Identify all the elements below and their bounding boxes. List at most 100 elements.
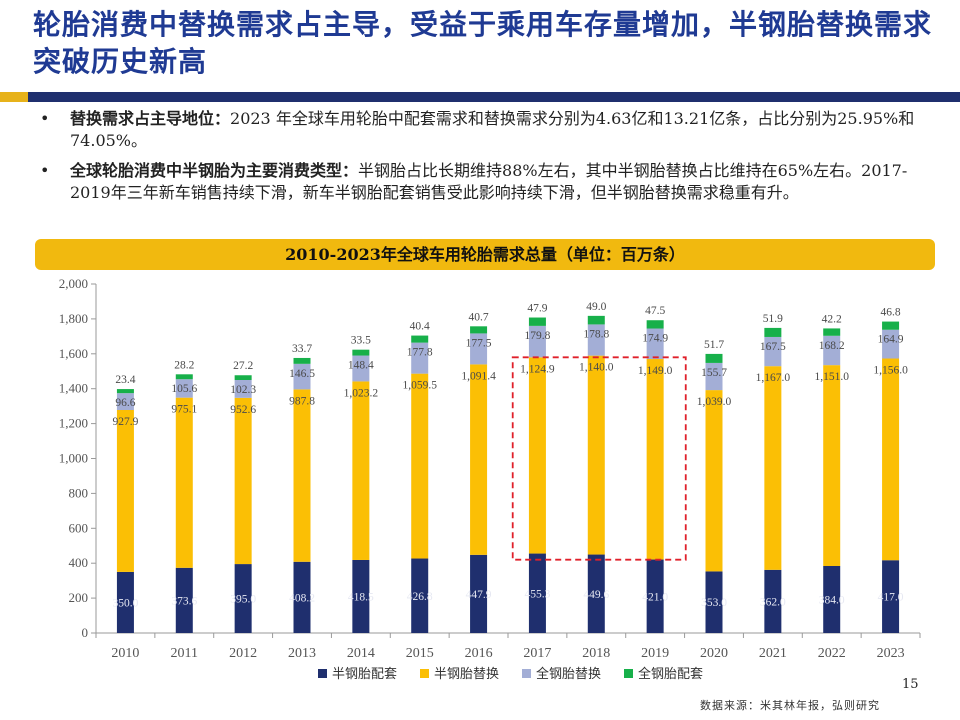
bar-segment [116, 571, 134, 633]
data-label: 426.8 [407, 591, 433, 603]
data-label: 27.2 [233, 360, 253, 372]
bar-segment [116, 389, 134, 394]
x-tick-label: 2014 [347, 646, 375, 661]
y-tick-label: 800 [69, 485, 89, 500]
data-label: 49.0 [586, 301, 606, 313]
bar-segment [764, 327, 782, 337]
bar-segment [764, 569, 782, 633]
bar-segment [411, 373, 429, 559]
data-label: 33.7 [292, 343, 312, 355]
bar-segment [293, 363, 311, 390]
data-label: 146.5 [289, 368, 315, 380]
legend-swatch [624, 669, 633, 678]
data-label: 179.8 [524, 330, 550, 342]
bar-segment [646, 320, 664, 329]
data-label: 1,151.0 [814, 371, 849, 383]
bar-segment [175, 379, 193, 398]
bar-segment [823, 328, 841, 336]
legend-label: 全钢胎配套 [638, 666, 703, 682]
legend-label: 半钢胎替换 [434, 667, 499, 682]
bar-segment [764, 336, 782, 367]
bar-segment [587, 324, 605, 356]
y-tick-label: 400 [69, 555, 89, 570]
data-label: 353.0 [701, 597, 727, 609]
bar-segment [528, 325, 546, 358]
data-label: 1,140.0 [579, 362, 614, 374]
data-label: 164.9 [878, 334, 904, 346]
y-tick-label: 1,000 [59, 451, 88, 466]
bar-segment [705, 390, 723, 572]
bar-segment [470, 554, 488, 633]
bullet-heading: 替换需求占主导地位： [70, 109, 231, 128]
data-label: 46.8 [881, 307, 901, 319]
bar-segment [234, 564, 252, 633]
bar-segment [705, 353, 723, 363]
data-label: 447.9 [466, 589, 492, 601]
bar-segment [764, 366, 782, 570]
bar-segment [411, 335, 429, 343]
data-label: 421.0 [642, 591, 668, 603]
bar-segment [646, 359, 664, 560]
bar-segment [175, 567, 193, 633]
bar-segment [352, 355, 370, 382]
y-tick-label: 600 [69, 520, 89, 535]
x-tick-label: 2022 [818, 646, 846, 661]
y-tick-label: 1,800 [59, 311, 88, 326]
bar-segment [470, 364, 488, 555]
data-label: 449.6 [583, 589, 609, 601]
x-tick-label: 2019 [641, 646, 669, 661]
data-label: 1,039.0 [697, 396, 732, 408]
data-label: 96.6 [115, 397, 135, 409]
bar-segment [705, 362, 723, 391]
legend-swatch [420, 669, 429, 678]
bar-segment [705, 571, 723, 633]
bar-segment [352, 559, 370, 633]
bar-segment [234, 375, 252, 380]
bar-segment [293, 561, 311, 633]
data-label: 975.1 [171, 404, 197, 416]
bullet-item: • 替换需求占主导地位：2023 年全球车用轮胎中配套需求和替换需求分别为4.6… [40, 108, 940, 152]
bar-segment [352, 349, 370, 356]
bar-segment [116, 393, 134, 411]
x-tick-label: 2015 [406, 646, 434, 661]
data-label: 167.5 [760, 341, 786, 353]
data-label: 102.3 [230, 384, 256, 396]
bar-segment [587, 554, 605, 633]
data-label: 362.0 [760, 596, 786, 608]
x-tick-label: 2023 [877, 646, 905, 661]
bullet-list: • 替换需求占主导地位：2023 年全球车用轮胎中配套需求和替换需求分别为4.6… [40, 108, 940, 212]
bar-segment [470, 333, 488, 365]
bar-segment [175, 397, 193, 568]
bar-segment [411, 342, 429, 374]
bullet-item: • 全球轮胎消费中半钢胎为主要消费类型：半钢胎占比长期维持88%左右，其中半钢胎… [40, 160, 940, 204]
bar-segment [293, 389, 311, 562]
data-label: 47.9 [527, 303, 547, 315]
data-label: 177.5 [466, 337, 492, 349]
data-label: 174.9 [642, 333, 668, 345]
bar-segment [882, 560, 900, 633]
data-label: 51.7 [704, 339, 724, 351]
data-label: 40.7 [469, 311, 489, 323]
bar-segment [823, 565, 841, 633]
title-rule-accent [0, 92, 28, 102]
highlight-box [511, 356, 687, 561]
data-label: 1,023.2 [344, 387, 379, 399]
bar-segment [234, 379, 252, 398]
data-label: 47.5 [645, 305, 665, 317]
data-label: 155.7 [701, 367, 727, 379]
data-label: 1,149.0 [638, 365, 673, 377]
data-label: 395.0 [230, 594, 256, 606]
y-tick-label: 1,400 [59, 381, 88, 396]
data-label: 42.2 [822, 313, 842, 325]
bar-segment [470, 326, 488, 334]
bar-segment [411, 558, 429, 633]
legend-label: 半钢胎配套 [332, 666, 397, 682]
y-tick-label: 200 [69, 590, 89, 605]
data-label: 178.8 [583, 328, 609, 340]
bar-segment [116, 410, 134, 572]
x-tick-label: 2017 [523, 646, 551, 661]
data-label: 1,059.5 [402, 380, 437, 392]
data-label: 177.8 [407, 347, 433, 359]
bar-segment [587, 315, 605, 325]
data-label: 1,167.0 [756, 372, 791, 384]
